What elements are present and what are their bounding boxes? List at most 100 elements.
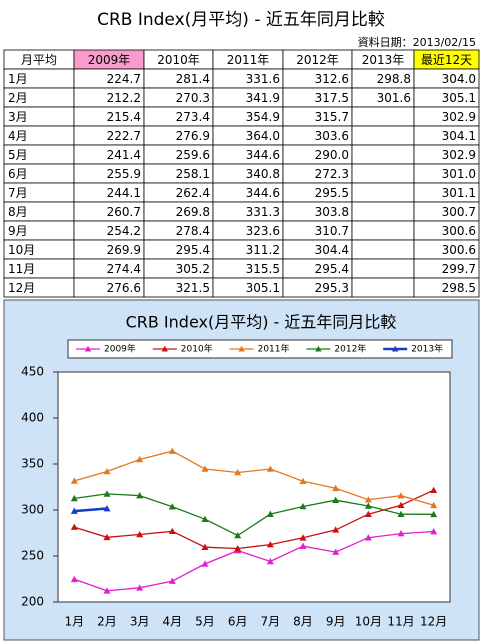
cell-value: 300.6 [442,243,476,257]
plot-area [57,371,451,603]
cell-value: 340.8 [246,167,280,181]
point [332,496,340,503]
legend-marker [161,345,168,352]
header-text: 最近12天 [421,53,472,67]
cell-value: 310.7 [315,224,349,238]
y-tick-label: 250 [21,549,44,563]
point [299,534,307,541]
point [70,477,78,484]
cell-value: 290.0 [315,148,349,162]
table-cell [351,106,415,127]
point [397,510,405,518]
point [430,486,438,494]
cell-value: 273.4 [176,110,210,124]
point [103,587,111,594]
point [70,523,78,530]
header-text: 2013年 [362,53,405,67]
cell-value: 258.1 [176,167,210,181]
legend-label: 2009年 [104,343,136,355]
series-line [74,450,434,506]
point [201,560,209,567]
legend-label: 2013年 [411,343,443,355]
x-tick-label: 2月 [97,615,117,629]
month-label: 12月 [8,281,35,295]
point [266,557,274,565]
x-tick-label: 12月 [420,615,447,629]
cell-value: 212.2 [107,91,141,105]
point [299,542,307,549]
cell-value: 302.9 [442,148,476,162]
point [103,533,111,541]
point [168,527,176,535]
month-label: 5月 [8,148,28,162]
cell-value: 295.4 [176,243,210,257]
y-tick-label: 450 [21,365,44,379]
month-label: 3月 [8,110,28,124]
cell-value: 274.4 [107,262,141,276]
cell-value: 300.7 [442,205,476,219]
cell-value: 344.6 [246,186,280,200]
cell-value: 305.2 [176,262,210,276]
point [136,455,144,463]
point [430,528,438,535]
point [332,484,340,492]
series-line [74,530,434,592]
cell-value: 224.7 [107,72,141,86]
series-line [74,493,434,537]
cell-value: 299.7 [442,262,476,276]
x-tick-label: 4月 [163,615,183,629]
cell-value: 281.4 [176,72,210,86]
point [430,501,438,509]
point [266,510,274,517]
cell-value: 331.6 [246,72,280,86]
cell-value: 344.6 [246,148,280,162]
point [364,534,372,541]
cell-value: 255.9 [107,167,141,181]
point [364,510,372,518]
x-tick-label: 9月 [326,615,346,629]
table-cell [351,182,415,203]
month-label: 7月 [8,186,28,200]
cell-value: 300.6 [442,224,476,238]
cell-value: 354.9 [246,110,280,124]
cell-value: 298.5 [442,281,476,295]
cell-value: 305.1 [246,281,280,295]
point [299,477,307,485]
legend-marker [392,345,399,352]
point [136,530,144,538]
point [168,577,176,584]
point [103,467,111,475]
cell-value: 270.3 [176,91,210,105]
cell-value: 301.0 [442,167,476,181]
table-cell [351,239,415,260]
point [266,541,274,548]
table-cell [413,277,480,298]
point [397,492,405,499]
legend-marker [84,345,92,352]
header-text: 2010年 [157,53,200,67]
cell-value: 276.6 [107,281,141,295]
point [136,584,144,591]
header-text: 2009年 [88,53,131,67]
chart-title: CRB Index(月平均) - 近五年同月比較 [126,313,397,332]
cell-value: 311.2 [246,243,280,257]
legend-marker [315,345,322,352]
point [234,531,242,539]
month-label: 8月 [8,205,28,219]
month-label: 6月 [8,167,28,181]
legend-label: 2010年 [181,343,213,355]
cell-value: 259.6 [176,148,210,162]
x-tick-label: 11月 [387,615,414,629]
page-title: CRB Index(月平均) - 近五年同月比較 [97,10,385,30]
y-tick-label: 400 [21,411,44,425]
cell-value: 303.6 [315,129,349,143]
cell-value: 295.3 [315,281,349,295]
cell-value: 298.8 [377,72,411,86]
month-label: 11月 [8,262,35,276]
month-label: 9月 [8,224,28,238]
cell-value: 323.6 [246,224,280,238]
cell-value: 262.4 [176,186,210,200]
point [397,530,405,537]
x-tick-label: 7月 [261,615,281,629]
